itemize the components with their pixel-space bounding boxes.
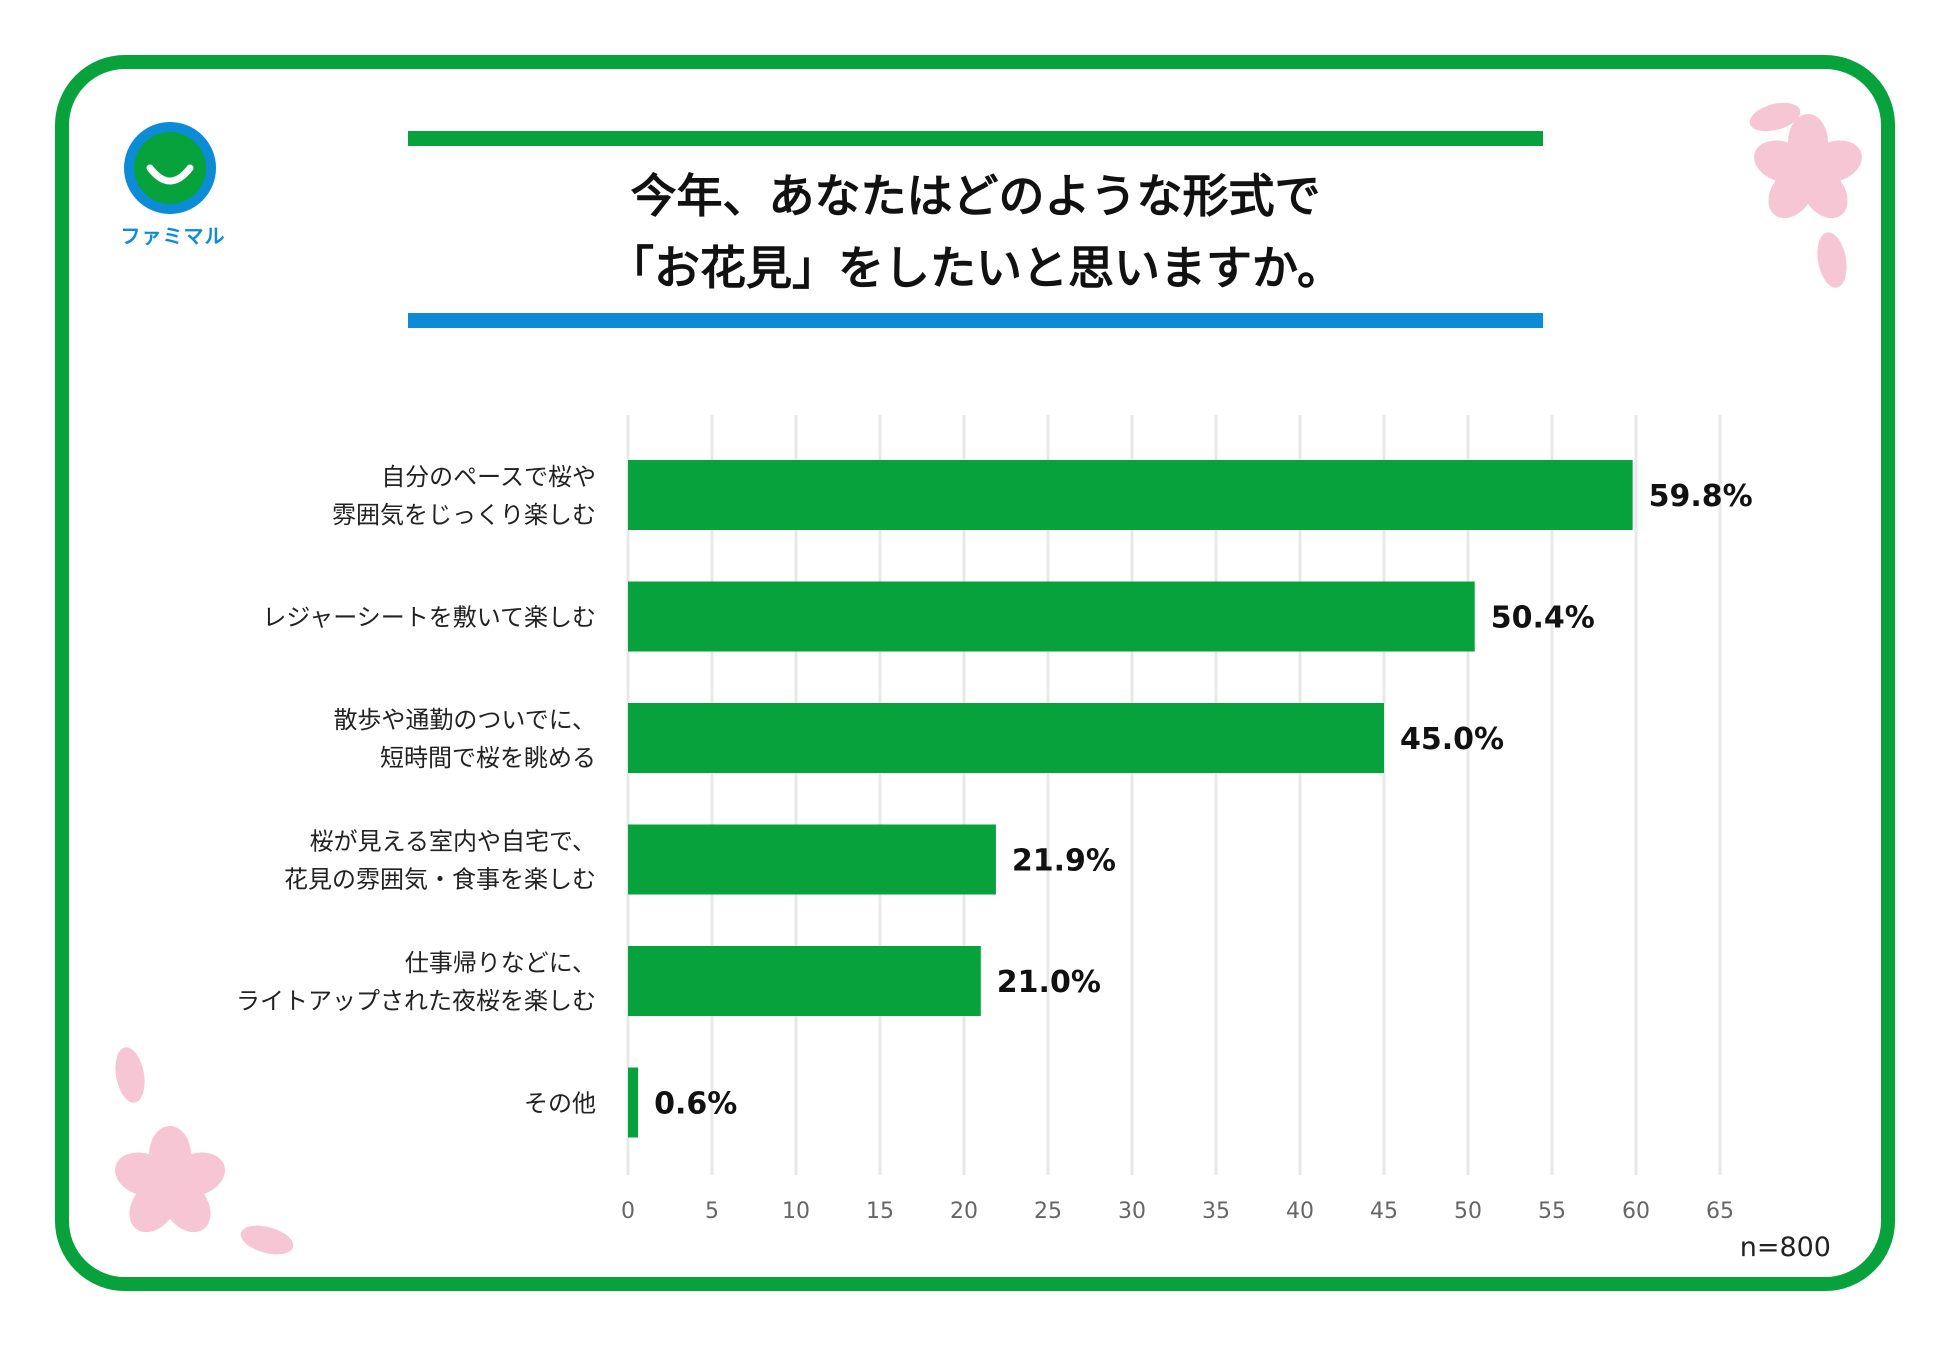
x-tick-label: 20 bbox=[950, 1199, 978, 1224]
x-tick-label: 40 bbox=[1286, 1199, 1314, 1224]
bars bbox=[628, 460, 1633, 1138]
famima-smile-logo-icon bbox=[124, 122, 216, 214]
page-title: 今年、あなたはどのような形式で 「お花見」をしたいと思いますか。 bbox=[408, 160, 1543, 304]
x-tick-label: 55 bbox=[1538, 1199, 1566, 1224]
title-line-1: 今年、あなたはどのような形式で bbox=[630, 169, 1321, 223]
bar bbox=[628, 703, 1384, 773]
category-label: 散歩や通勤のついでに、 bbox=[333, 706, 596, 734]
value-label: 21.0% bbox=[997, 965, 1101, 1000]
labels: 0 5 10 15 20 25 30 35 40 45 50 55 60 65 59.8% 自分のペースで桜や… bbox=[236, 463, 1753, 1224]
category-label: 花見の雰囲気・食事を楽しむ bbox=[284, 866, 596, 894]
x-tick-label: 30 bbox=[1118, 1199, 1146, 1224]
title-line-2: 「お花見」をしたいと思いますか。 bbox=[607, 241, 1344, 295]
value-label: 21.9% bbox=[1012, 844, 1116, 879]
title-stripe-top bbox=[408, 131, 1543, 146]
value-label: 45.0% bbox=[1400, 722, 1504, 757]
x-tick-label: 60 bbox=[1622, 1199, 1650, 1224]
cherry-blossom-icon bbox=[115, 1047, 294, 1255]
title-stripe-bottom bbox=[408, 313, 1543, 328]
logo-text: ファミマル bbox=[120, 224, 226, 248]
x-tick-label: 10 bbox=[782, 1199, 810, 1224]
category-label: 短時間で桜を眺める bbox=[380, 744, 596, 772]
grid-lines bbox=[626, 415, 1722, 1175]
value-label: 0.6% bbox=[654, 1087, 737, 1122]
value-label: 50.4% bbox=[1491, 601, 1595, 636]
x-tick-label: 15 bbox=[866, 1199, 894, 1224]
bar bbox=[628, 1067, 639, 1138]
category-label: 仕事帰りなどに、 bbox=[405, 949, 596, 977]
value-label: 59.8% bbox=[1649, 479, 1753, 514]
sample-size-label: n=800 bbox=[1739, 1232, 1831, 1263]
category-label: 雰囲気をじっくり楽しむ bbox=[332, 501, 596, 529]
bar bbox=[628, 946, 981, 1016]
x-tick-label: 25 bbox=[1034, 1199, 1062, 1224]
x-tick-label: 5 bbox=[705, 1199, 719, 1224]
category-label: その他 bbox=[524, 1090, 596, 1118]
category-label: 桜が見える室内や自宅で、 bbox=[310, 828, 596, 856]
x-tick-label: 65 bbox=[1706, 1199, 1734, 1224]
x-tick-label: 0 bbox=[621, 1199, 635, 1224]
x-tick-label: 50 bbox=[1454, 1199, 1482, 1224]
bar bbox=[628, 460, 1633, 530]
bar bbox=[628, 824, 996, 895]
x-tick-label: 45 bbox=[1370, 1199, 1398, 1224]
bar bbox=[628, 581, 1475, 652]
category-label: 自分のペースで桜や bbox=[381, 463, 596, 491]
chart-frame bbox=[55, 55, 1895, 1291]
cherry-blossom-icon bbox=[1749, 102, 1862, 288]
category-label: ライトアップされた夜桜を楽しむ bbox=[236, 987, 596, 1015]
x-tick-label: 35 bbox=[1202, 1199, 1230, 1224]
category-label: レジャーシートを敷いて楽しむ bbox=[262, 604, 596, 632]
